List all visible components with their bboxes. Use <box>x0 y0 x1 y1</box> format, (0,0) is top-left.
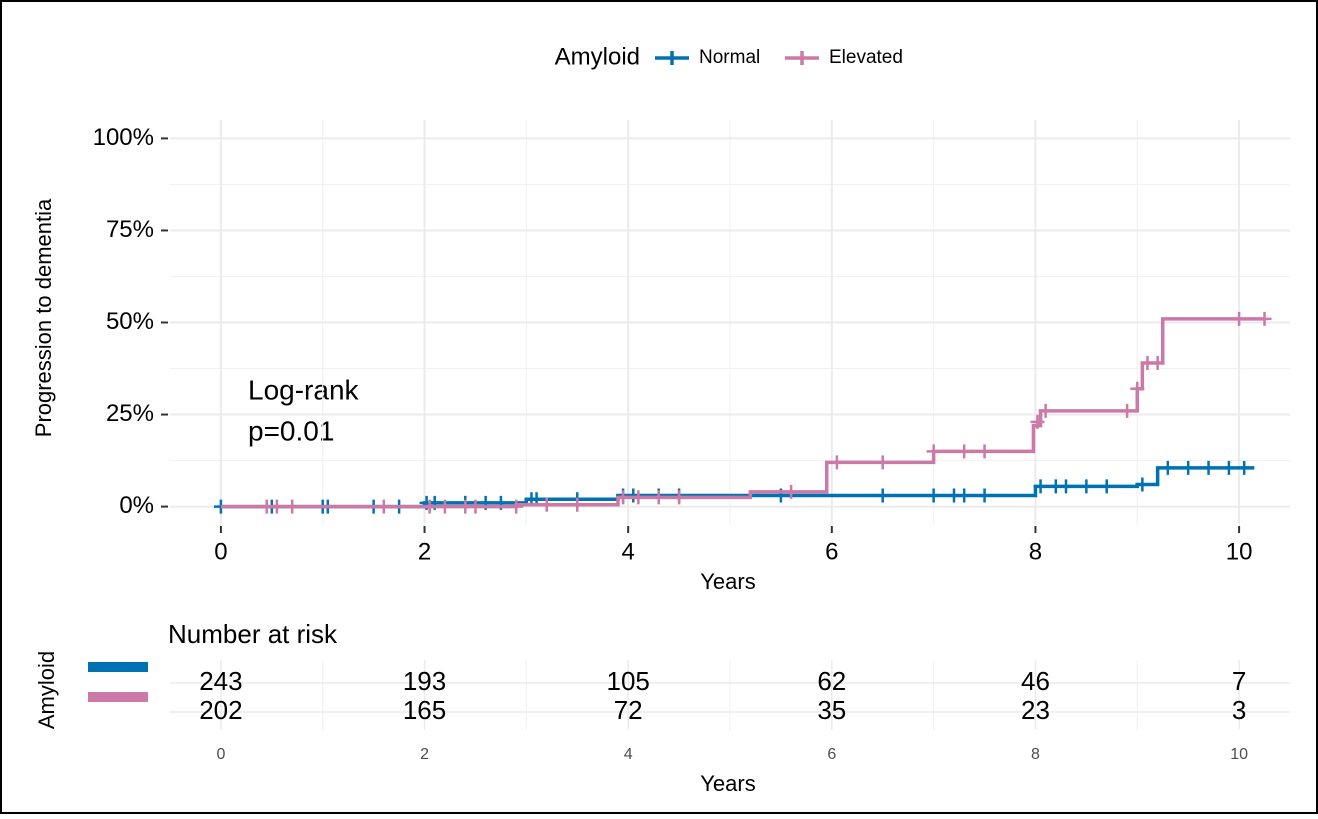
legend-label: Elevated <box>829 47 903 68</box>
censor-mark <box>570 497 585 512</box>
censor-mark <box>1135 477 1150 492</box>
annotation: Log-rank <box>248 374 360 405</box>
risk-count: 105 <box>606 666 649 696</box>
censor-mark <box>1079 479 1094 494</box>
x-tick-label: 6 <box>825 538 838 565</box>
x-tick-label: 0 <box>214 538 227 565</box>
legend-swatch <box>785 51 819 65</box>
y-tick-label: 50% <box>106 308 154 335</box>
censor-mark <box>1221 460 1236 475</box>
censor-mark <box>651 490 666 505</box>
risk-table-x-label: Years <box>700 771 755 796</box>
censor-mark <box>468 499 483 514</box>
table-x-tick-label: 10 <box>1230 746 1248 763</box>
censor-mark <box>875 488 890 503</box>
y-axis-label: Progression to dementia <box>31 198 56 437</box>
x-tick-label: 4 <box>622 538 635 565</box>
censor-mark <box>1038 403 1053 418</box>
censor-mark <box>1257 311 1272 326</box>
censor-mark <box>829 455 844 470</box>
y-tick-label: 100% <box>93 124 154 151</box>
risk-count: 23 <box>1021 695 1050 725</box>
censor-mark <box>926 444 941 459</box>
risk-count: 72 <box>614 695 643 725</box>
table-x-tick-label: 8 <box>1031 746 1040 763</box>
y-tick-label: 25% <box>106 400 154 427</box>
x-tick-label: 10 <box>1226 538 1253 565</box>
risk-count: 62 <box>817 666 846 696</box>
censor-mark <box>1120 403 1135 418</box>
censor-mark <box>1099 479 1114 494</box>
censor-mark <box>631 490 646 505</box>
censor-mark <box>1232 311 1247 326</box>
x-tick-label: 2 <box>418 538 431 565</box>
risk-table-title: Number at risk <box>168 619 338 649</box>
censor-mark <box>285 499 300 514</box>
censor-mark <box>269 499 284 514</box>
risk-count: 35 <box>817 695 846 725</box>
risk-count: 202 <box>199 695 242 725</box>
risk-count: 243 <box>199 666 242 696</box>
risk-count: 3 <box>1232 695 1246 725</box>
legend-title: Amyloid <box>555 43 640 70</box>
censor-mark <box>1181 460 1196 475</box>
y-tick-label: 0% <box>119 492 154 519</box>
censor-mark <box>957 488 972 503</box>
risk-count: 193 <box>403 666 446 696</box>
censor-mark <box>539 497 554 512</box>
annotation: p=0.01 <box>248 415 334 446</box>
risk-count: 46 <box>1021 666 1050 696</box>
censor-mark <box>437 499 452 514</box>
censor-mark <box>977 444 992 459</box>
censor-mark <box>509 499 524 514</box>
censor-mark <box>1033 479 1048 494</box>
censor-mark <box>376 499 391 514</box>
censor-mark <box>957 444 972 459</box>
table-x-tick-label: 4 <box>624 746 633 763</box>
table-x-tick-label: 0 <box>216 746 225 763</box>
censor-mark <box>977 488 992 503</box>
legend-label: Normal <box>699 47 760 68</box>
censor-mark <box>1150 356 1165 370</box>
table-x-tick-label: 2 <box>420 746 429 763</box>
censor-mark <box>616 490 631 505</box>
x-axis-label: Years <box>700 569 755 594</box>
y-tick-label: 75% <box>106 216 154 243</box>
censor-mark <box>875 455 890 470</box>
risk-table-y-label: Amyloid <box>34 651 59 729</box>
censor-mark <box>1201 460 1216 475</box>
x-tick-label: 8 <box>1029 538 1042 565</box>
table-x-tick-label: 6 <box>827 746 836 763</box>
censor-mark <box>926 488 941 503</box>
censor-mark <box>1059 479 1073 494</box>
risk-count: 165 <box>403 695 446 725</box>
censor-mark <box>784 484 799 499</box>
censor-mark <box>672 490 687 505</box>
censor-mark <box>422 499 437 514</box>
censor-mark <box>1130 381 1145 396</box>
censor-mark <box>1030 414 1045 429</box>
risk-count: 7 <box>1232 666 1246 696</box>
legend-swatch <box>655 51 689 65</box>
censor-mark <box>1237 460 1252 475</box>
censor-mark <box>1160 460 1175 475</box>
